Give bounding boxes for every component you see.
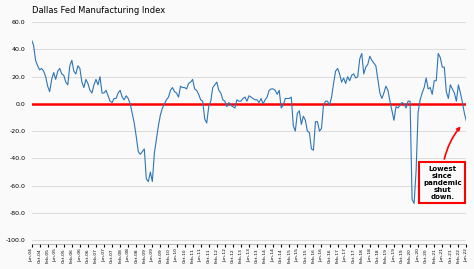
Text: Dallas Fed Manufacturing Index: Dallas Fed Manufacturing Index <box>32 6 165 15</box>
Text: Lowest
since
pandemic
shut
down.: Lowest since pandemic shut down. <box>423 128 462 200</box>
